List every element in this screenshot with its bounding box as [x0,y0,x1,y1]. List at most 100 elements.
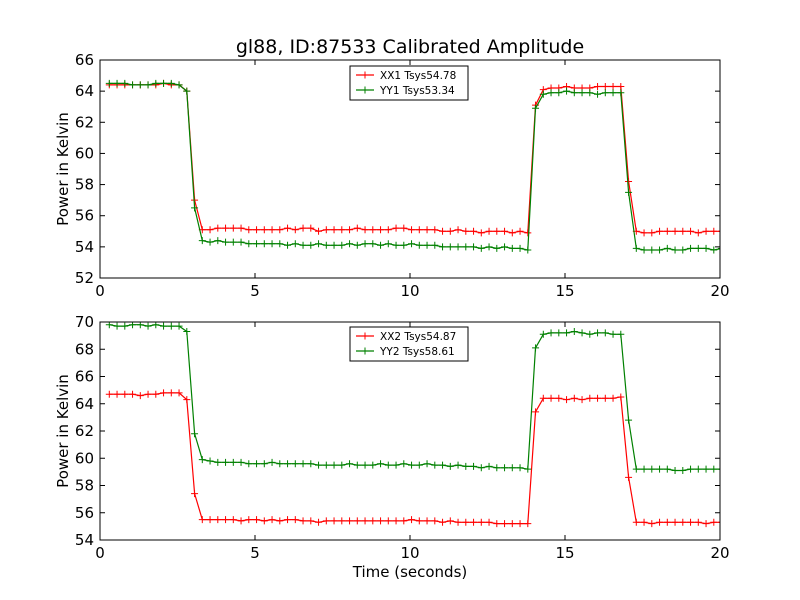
data-point [539,330,547,338]
y-tick-label: 56 [75,504,94,522]
data-point [710,227,718,235]
x-tick-label: 15 [555,544,574,562]
data-point [431,241,439,249]
data-point [454,243,462,251]
data-point [136,81,144,89]
data-point [516,244,524,252]
data-point [377,460,385,468]
data-point [625,473,633,481]
data-point [547,394,555,402]
data-point [353,517,361,525]
data-point [346,517,354,525]
x-tick-label: 10 [400,544,419,562]
data-point [702,465,710,473]
data-point [594,90,602,98]
data-point [446,462,454,470]
y-tick-label: 58 [75,176,94,194]
legend-box [349,326,469,362]
data-point [563,396,571,404]
data-point [485,518,493,526]
data-point [415,461,423,469]
y-tick-label: 60 [75,449,94,467]
data-point [369,240,377,248]
data-point [253,460,261,468]
legend-entry: XX1 Tsys54.78 [380,70,456,82]
data-point [648,465,656,473]
data-point [415,517,423,525]
data-point [237,224,245,232]
data-point [663,465,671,473]
data-point [268,458,276,466]
data-point [291,226,299,234]
data-point [415,226,423,234]
data-point [315,227,323,235]
data-point [656,465,664,473]
data-point [222,458,230,466]
data-point [191,430,199,438]
data-point [532,344,540,352]
data-point [361,517,369,525]
data-point [392,224,400,232]
data-point [462,243,470,251]
data-point [198,237,206,245]
data-point [640,518,648,526]
data-point [229,516,237,524]
data-point [439,461,447,469]
data-point [718,247,720,249]
data-point [501,520,509,528]
bottom-panel: 0 5 10 15 20 54 56 58 60 62 64 66 68 70 Power in Kelvi… [54,313,730,581]
data-point [679,518,687,526]
data-point [555,394,563,402]
data-point [237,458,245,466]
legend-marker [361,332,369,340]
data-point [400,517,408,525]
x-tick-label: 5 [250,282,260,300]
legend-box [349,65,469,101]
data-point [222,516,230,524]
data-point [718,521,720,523]
y-tick-label: 68 [75,340,94,358]
data-point [144,81,152,89]
data-point [555,329,563,337]
legend: XX2 Tsys54.87 YY2 Tsys58.61 [349,326,469,362]
y-tick-label: 64 [75,82,94,100]
data-point [222,238,230,246]
data-point [369,226,377,234]
data-point [268,226,276,234]
data-point [702,244,710,252]
data-point [291,516,299,524]
data-point [640,229,648,237]
y-tick-label: 58 [75,477,94,495]
data-point [400,460,408,468]
data-point [175,81,183,89]
data-point [276,226,284,234]
x-tick-label: 10 [400,282,419,300]
y-axis-label: Power in Kelvin [54,112,72,226]
data-point [105,79,113,87]
data-point [423,517,431,525]
data-point [377,226,385,234]
data-point [105,390,113,398]
data-point [338,226,346,234]
data-point [253,226,261,234]
data-point [671,467,679,475]
x-tick-label: 0 [95,544,105,562]
data-point [423,460,431,468]
x-axis-label: Time (seconds) [352,563,468,581]
data-point [601,329,609,337]
data-point [617,393,625,401]
data-point [260,460,268,468]
data-point [470,227,478,235]
data-point [284,224,292,232]
data-point [392,461,400,469]
data-point [284,516,292,524]
data-point [384,240,392,248]
data-point [648,246,656,254]
data-point [547,89,555,97]
data-point [284,460,292,468]
data-point [594,329,602,337]
data-point [446,243,454,251]
data-point [617,82,625,90]
data-point [214,516,222,524]
data-point [663,518,671,526]
